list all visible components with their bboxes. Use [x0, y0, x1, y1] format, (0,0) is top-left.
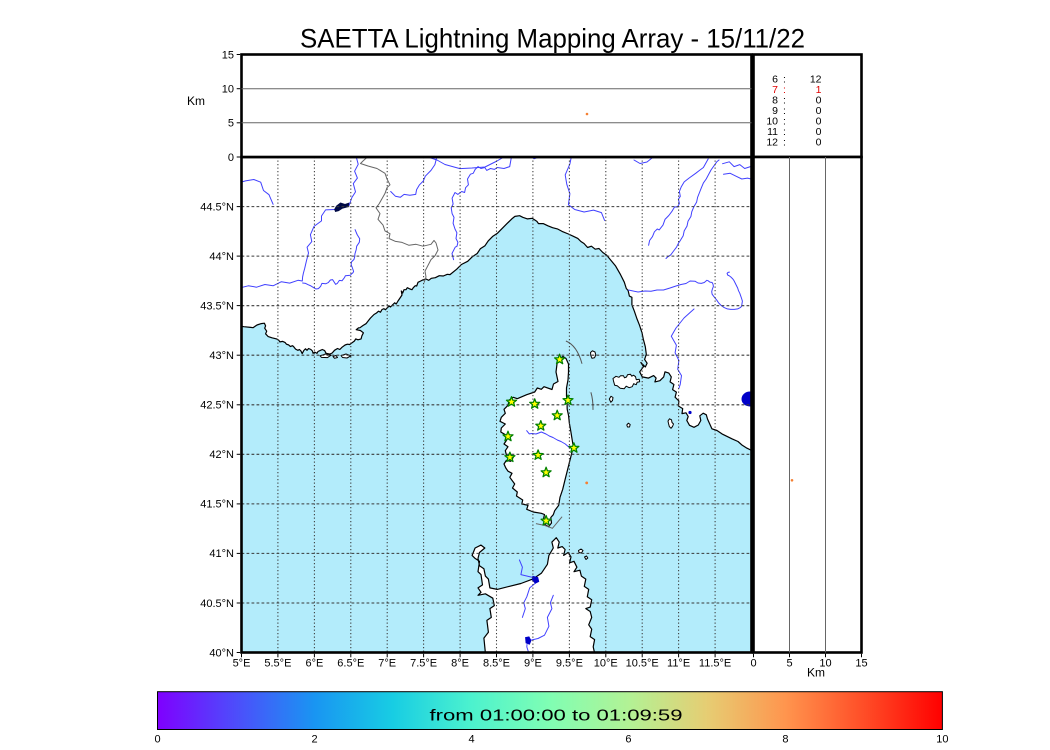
- svg-text:0: 0: [816, 105, 822, 117]
- svg-text:0: 0: [154, 734, 160, 746]
- svg-text:0: 0: [816, 126, 822, 138]
- svg-text:0: 0: [816, 94, 822, 106]
- svg-text:12: 12: [810, 73, 822, 85]
- svg-text:9: 9: [772, 105, 778, 117]
- svg-text:5: 5: [786, 658, 792, 670]
- svg-text::: :: [783, 73, 786, 85]
- svg-text:6: 6: [625, 734, 631, 746]
- svg-text:Km: Km: [807, 666, 825, 680]
- svg-text:Km: Km: [187, 94, 205, 108]
- svg-text:9.5°E: 9.5°E: [556, 658, 583, 670]
- svg-text:10: 10: [222, 84, 234, 96]
- svg-text:6.5°E: 6.5°E: [337, 658, 364, 670]
- svg-text::: :: [783, 94, 786, 106]
- svg-text:0: 0: [816, 137, 822, 149]
- svg-text::: :: [783, 105, 786, 117]
- svg-text:8: 8: [772, 94, 778, 106]
- svg-text:7: 7: [772, 84, 778, 96]
- svg-text:10°E: 10°E: [594, 658, 618, 670]
- svg-text:0: 0: [228, 152, 234, 164]
- svg-text:10.5°E: 10.5°E: [626, 658, 659, 670]
- svg-text:8: 8: [782, 734, 788, 746]
- svg-text:7.5°E: 7.5°E: [410, 658, 437, 670]
- svg-text::: :: [783, 126, 786, 138]
- svg-text:5.5°E: 5.5°E: [264, 658, 291, 670]
- svg-text:from 01:00:00 to 01:09:59: from 01:00:00 to 01:09:59: [430, 707, 683, 724]
- svg-text:43.5°N: 43.5°N: [200, 300, 234, 312]
- svg-text:0: 0: [816, 116, 822, 128]
- svg-text:7°E: 7°E: [378, 658, 396, 670]
- svg-text:4: 4: [468, 734, 474, 746]
- svg-text:42°N: 42°N: [209, 449, 234, 461]
- svg-text:10: 10: [819, 658, 831, 670]
- svg-text:5: 5: [228, 118, 234, 130]
- svg-text:41°N: 41°N: [209, 548, 234, 560]
- svg-text:11: 11: [767, 126, 778, 138]
- svg-text:12: 12: [766, 137, 778, 149]
- svg-text:11°E: 11°E: [667, 658, 690, 670]
- svg-text:40.5°N: 40.5°N: [200, 598, 234, 610]
- svg-text:10: 10: [936, 734, 948, 746]
- svg-text:9°E: 9°E: [524, 658, 542, 670]
- svg-text:40°N: 40°N: [209, 647, 234, 659]
- svg-text:5°E: 5°E: [233, 658, 251, 670]
- svg-text:6: 6: [772, 73, 778, 85]
- svg-text:44.5°N: 44.5°N: [200, 201, 234, 213]
- svg-text::: :: [783, 137, 786, 149]
- svg-text::: :: [783, 84, 786, 96]
- svg-text:0: 0: [750, 658, 756, 670]
- svg-text:8.5°E: 8.5°E: [483, 658, 510, 670]
- svg-text:10: 10: [766, 116, 778, 128]
- svg-text:11.5°E: 11.5°E: [699, 658, 731, 670]
- svg-text:1: 1: [816, 84, 822, 96]
- svg-text:15: 15: [855, 658, 867, 670]
- svg-text:SAETTA Lightning Mapping Array: SAETTA Lightning Mapping Array - 15/11/2…: [300, 24, 805, 54]
- svg-text:6°E: 6°E: [305, 658, 323, 670]
- svg-text:2: 2: [311, 734, 317, 746]
- svg-text:43°N: 43°N: [209, 350, 234, 362]
- svg-text:42.5°N: 42.5°N: [200, 400, 234, 412]
- svg-text::: :: [783, 116, 786, 128]
- svg-text:44°N: 44°N: [209, 251, 234, 263]
- svg-text:8°E: 8°E: [451, 658, 469, 670]
- svg-text:41.5°N: 41.5°N: [200, 499, 234, 511]
- svg-text:15: 15: [222, 49, 234, 61]
